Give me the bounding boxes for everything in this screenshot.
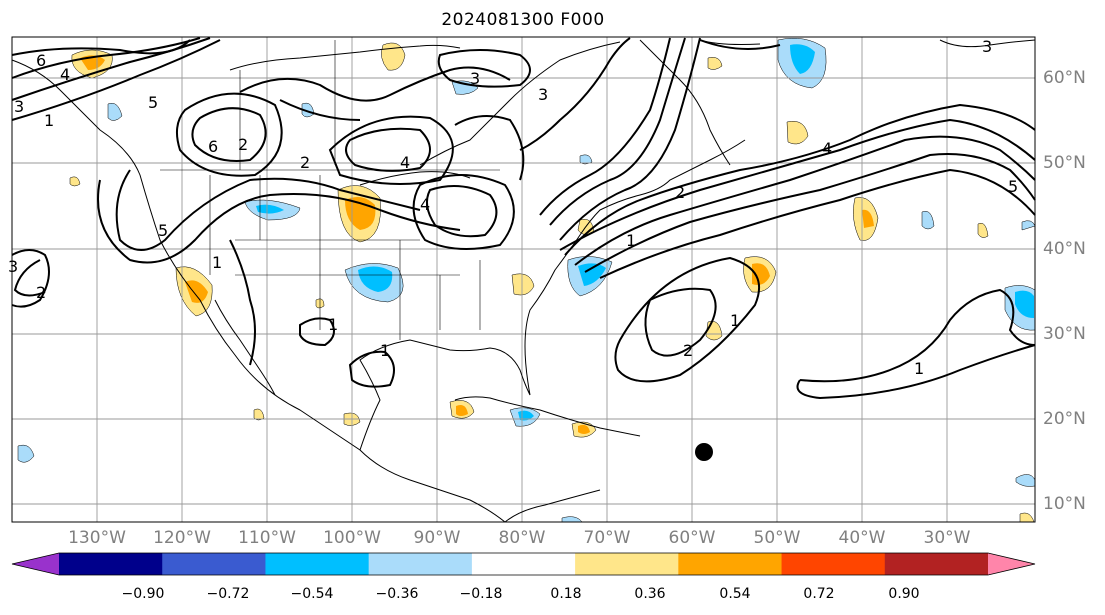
colorbar-tick-label: 0.90 xyxy=(888,586,920,602)
contour-label: 4 xyxy=(420,195,430,214)
strong-negative-anomaly-fill xyxy=(256,44,1034,421)
contour-label: 5 xyxy=(1008,177,1018,196)
contour-label: 4 xyxy=(60,65,70,84)
contour-label: 6 xyxy=(36,51,46,70)
colorbar-segment xyxy=(265,553,370,575)
lon-label: 30°W xyxy=(923,528,971,548)
colorbar-segment xyxy=(368,553,473,575)
contour-label: 1 xyxy=(44,111,54,130)
contour-label: 4 xyxy=(822,139,832,158)
colorbar-tick-label: −0.90 xyxy=(121,586,165,602)
contour-label: 2 xyxy=(300,153,310,172)
contour-label: 3 xyxy=(982,37,992,56)
contour-label: 1 xyxy=(730,311,740,330)
contour-label: 4 xyxy=(400,153,410,172)
colorbar-tick-label: −0.54 xyxy=(290,586,334,602)
lon-label: 110°W xyxy=(238,528,296,548)
contour-label: 3 xyxy=(538,85,548,104)
contour-label: 5 xyxy=(158,221,168,240)
lon-label: 50°W xyxy=(753,528,801,548)
lon-label: 40°W xyxy=(838,528,886,548)
colorbar-tick-label: 0.54 xyxy=(719,586,751,602)
storm-position-dot xyxy=(695,443,713,461)
lat-label: 60°N xyxy=(1043,68,1086,88)
lon-label: 100°W xyxy=(323,528,381,548)
contour-label: 1 xyxy=(380,341,390,360)
contour-label: 2 xyxy=(683,341,693,360)
lat-label: 10°N xyxy=(1043,494,1086,514)
colorbar-segment xyxy=(678,553,783,575)
contour-label: 6 xyxy=(208,137,218,156)
contour-label-group: 6 4 3 1 2 5 1 2 4 3 1 2 3 4 5 3 1 2 1 4 … xyxy=(8,37,1018,378)
colorbar-segment xyxy=(884,553,989,575)
anomaly-contours xyxy=(11,37,1036,400)
colorbar xyxy=(11,552,1036,576)
graticule xyxy=(12,37,1035,522)
lat-label: 30°N xyxy=(1043,324,1086,344)
lon-label: 90°W xyxy=(413,528,461,548)
contour-label: 3 xyxy=(8,257,18,276)
coastlines xyxy=(11,39,1036,523)
lon-label: 60°W xyxy=(668,528,716,548)
lat-label: 50°N xyxy=(1043,153,1086,173)
colorbar-tick-label: 0.72 xyxy=(803,586,835,602)
colorbar-extend-min xyxy=(12,553,59,575)
lat-label: 20°N xyxy=(1043,409,1086,429)
contour-label: 2 xyxy=(238,135,248,154)
lat-label: 40°N xyxy=(1043,239,1086,259)
lon-label: 70°W xyxy=(583,528,631,548)
colorbar-outline xyxy=(11,552,1036,576)
contour-label: 1 xyxy=(328,315,338,334)
contour-label: 1 xyxy=(212,253,222,272)
lon-label: 120°W xyxy=(153,528,211,548)
colorbar-extend-max xyxy=(988,553,1035,575)
contour-label: 1 xyxy=(914,359,924,378)
colorbar-segment xyxy=(471,553,576,575)
colorbar-segment xyxy=(575,553,679,575)
colorbar-segment xyxy=(162,553,266,575)
contour-label: 2 xyxy=(675,183,685,202)
contour-label: 1 xyxy=(626,231,636,250)
colorbar-tick-label: 0.18 xyxy=(550,586,582,602)
contour-label: 5 xyxy=(148,93,158,112)
colorbar-tick-label: 0.36 xyxy=(634,586,666,602)
colorbar-tick-label: −0.72 xyxy=(206,586,250,602)
lon-label: 130°W xyxy=(68,528,126,548)
map-frame xyxy=(11,36,1036,523)
map-title: 2024081300 F000 xyxy=(441,10,605,30)
colorbar-tick-label: −0.18 xyxy=(459,586,503,602)
colorbar-tick-label: −0.36 xyxy=(375,586,419,602)
lon-label: 80°W xyxy=(498,528,546,548)
colorbar-segment xyxy=(59,553,163,575)
colorbar-segment xyxy=(781,553,886,575)
contour-label: 2 xyxy=(36,283,46,302)
contour-label: 3 xyxy=(14,97,24,116)
contour-label: 3 xyxy=(470,69,480,88)
